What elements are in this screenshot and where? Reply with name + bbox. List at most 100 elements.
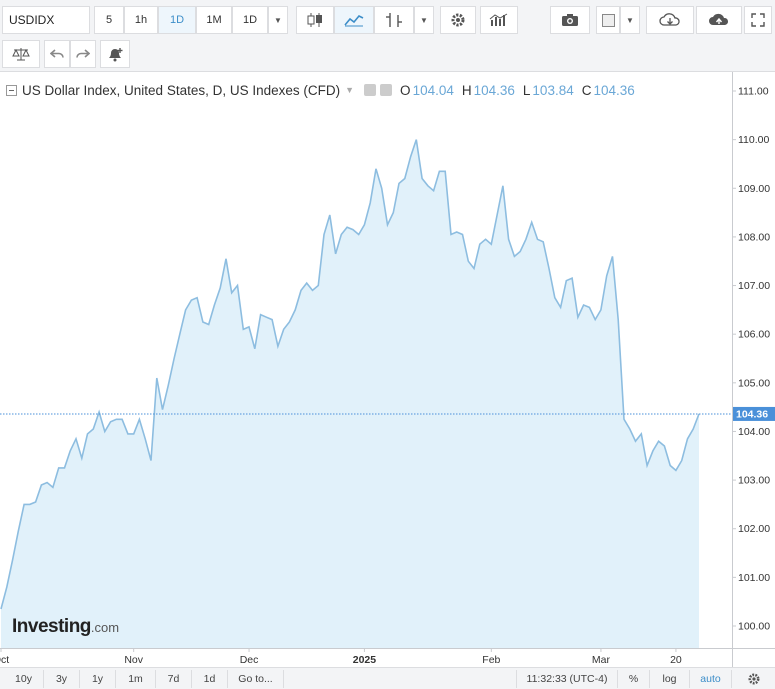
y-tick-label: 109.00: [738, 183, 770, 195]
studies-button[interactable]: [480, 6, 518, 34]
interval-dropdown[interactable]: 1D: [232, 6, 268, 34]
percent-scale-button[interactable]: %: [618, 670, 650, 688]
range-10y-button[interactable]: 10y: [4, 670, 44, 688]
y-tick-label: 106.00: [738, 329, 770, 341]
price-axis[interactable]: 100.00 101.00 102.00 103.00 104.00 105.00 106.…: [732, 86, 770, 633]
range-3y-button[interactable]: 3y: [44, 670, 80, 688]
price-chart[interactable]: 100.00 101.00 102.00 103.00 104.00 105.00 106.…: [0, 72, 775, 667]
interval-dropdown-caret[interactable]: ▼: [268, 6, 288, 34]
log-scale-button[interactable]: log: [650, 670, 690, 688]
range-1y-button[interactable]: 1y: [80, 670, 116, 688]
top-toolbar: USDIDX 5 1h 1D 1M 1D ▼ ▼ ▼: [0, 0, 775, 40]
x-tick-label: 20: [670, 654, 682, 666]
indicators-icon: [386, 13, 402, 27]
collapse-legend-icon[interactable]: [6, 84, 17, 96]
y-tick-label: 101.00: [738, 572, 770, 584]
x-tick-label: Dec: [240, 654, 259, 666]
low-label: L: [522, 82, 531, 98]
color-box-icon: [601, 13, 615, 27]
interval-1d-button[interactable]: 1D: [158, 6, 196, 34]
open-label: O: [400, 82, 411, 98]
range-1m-button[interactable]: 1m: [116, 670, 156, 688]
time-axis[interactable]: Oct Nov Dec 2025 Feb Mar 20: [0, 648, 682, 666]
compare-scale-icon: [12, 48, 30, 61]
y-tick-label: 105.00: [738, 377, 770, 389]
interval-1m-button[interactable]: 1M: [196, 6, 232, 34]
close-label: C: [581, 82, 592, 98]
indicators-dropdown[interactable]: ▼: [414, 6, 434, 34]
last-price-label: 104.36: [736, 409, 768, 421]
screenshot-button[interactable]: [550, 6, 590, 34]
add-alert-icon: [109, 48, 123, 62]
y-tick-label: 108.00: [738, 231, 770, 243]
auto-scale-button[interactable]: auto: [690, 670, 732, 688]
color-picker-dropdown[interactable]: ▼: [620, 6, 640, 34]
bottom-toolbar: 10y 3y 1y 1m 7d 1d Go to... 11:32:33 (UT…: [0, 667, 775, 689]
y-tick-label: 100.00: [738, 621, 770, 633]
chevron-down-icon: ▼: [420, 15, 428, 25]
studies-icon: [489, 13, 508, 26]
chevron-down-icon: ▼: [274, 15, 282, 25]
gear-icon: [748, 673, 760, 685]
candlestick-icon: [307, 13, 322, 27]
last-price-tag: 104.36: [733, 406, 775, 421]
redo-button[interactable]: [70, 40, 96, 68]
x-tick-label: Mar: [592, 654, 611, 666]
settings-icon: [451, 13, 465, 27]
secondary-toolbar: [0, 40, 775, 72]
logo-brand: Investing: [12, 616, 91, 637]
symbol-label: USDIDX: [9, 13, 55, 27]
gear-icon[interactable]: [380, 84, 393, 96]
y-tick-label: 111.00: [738, 86, 769, 98]
x-tick-label: 2025: [353, 654, 377, 666]
timezone-clock[interactable]: 11:32:33 (UTC-4): [516, 670, 618, 688]
indicators-button[interactable]: [374, 6, 414, 34]
range-1d-button[interactable]: 1d: [192, 670, 228, 688]
last-price-tag-box: [733, 406, 775, 421]
settings-button[interactable]: [440, 6, 476, 34]
candlestick-button[interactable]: [296, 6, 334, 34]
cloud-download-icon: [659, 13, 680, 26]
undo-button[interactable]: [44, 40, 70, 68]
x-tick-label: Nov: [124, 654, 143, 666]
open-value: 104.04: [412, 82, 454, 98]
redo-icon: [76, 49, 90, 58]
interval-5-button[interactable]: 5: [94, 6, 124, 34]
close-value: 104.36: [593, 82, 635, 98]
undo-icon: [50, 49, 64, 58]
eye-icon[interactable]: [364, 84, 377, 96]
y-tick-label: 110.00: [738, 134, 769, 146]
fullscreen-button[interactable]: [744, 6, 772, 34]
investing-logo: Investing.com: [12, 616, 119, 638]
goto-date-button[interactable]: Go to...: [228, 670, 284, 688]
y-tick-label: 104.00: [738, 426, 770, 438]
symbol-search-input[interactable]: USDIDX: [2, 6, 90, 34]
chart-legend: US Dollar Index, United States, D, US In…: [6, 80, 635, 100]
area-chart-icon: [344, 15, 364, 27]
price-line-series: [0, 139, 700, 610]
logo-domain: .com: [90, 620, 120, 635]
camera-icon: [562, 14, 578, 26]
y-tick-label: 107.00: [738, 280, 770, 292]
fullscreen-icon: [751, 13, 765, 27]
x-tick-label: Oct: [0, 654, 9, 666]
y-tick-label: 102.00: [738, 523, 770, 535]
chevron-down-icon: ▼: [626, 15, 634, 25]
load-layout-button[interactable]: [646, 6, 694, 34]
add-alert-button[interactable]: [100, 40, 130, 68]
interval-1h-button[interactable]: 1h: [124, 6, 158, 34]
compare-scale-button[interactable]: [2, 40, 40, 68]
high-label: H: [461, 82, 472, 98]
low-value: 103.84: [532, 82, 574, 98]
chevron-down-icon[interactable]: ▼: [345, 85, 355, 95]
cloud-upload-icon: [709, 13, 729, 25]
area-chart-button[interactable]: [334, 6, 374, 34]
chart-properties-button[interactable]: [736, 670, 772, 688]
instrument-title: US Dollar Index, United States, D, US In…: [22, 82, 341, 98]
high-value: 104.36: [473, 82, 515, 98]
color-picker-button[interactable]: [596, 6, 620, 34]
x-tick-label: Feb: [482, 654, 500, 666]
save-layout-button[interactable]: [696, 6, 742, 34]
y-tick-label: 103.00: [738, 475, 770, 487]
range-7d-button[interactable]: 7d: [156, 670, 192, 688]
